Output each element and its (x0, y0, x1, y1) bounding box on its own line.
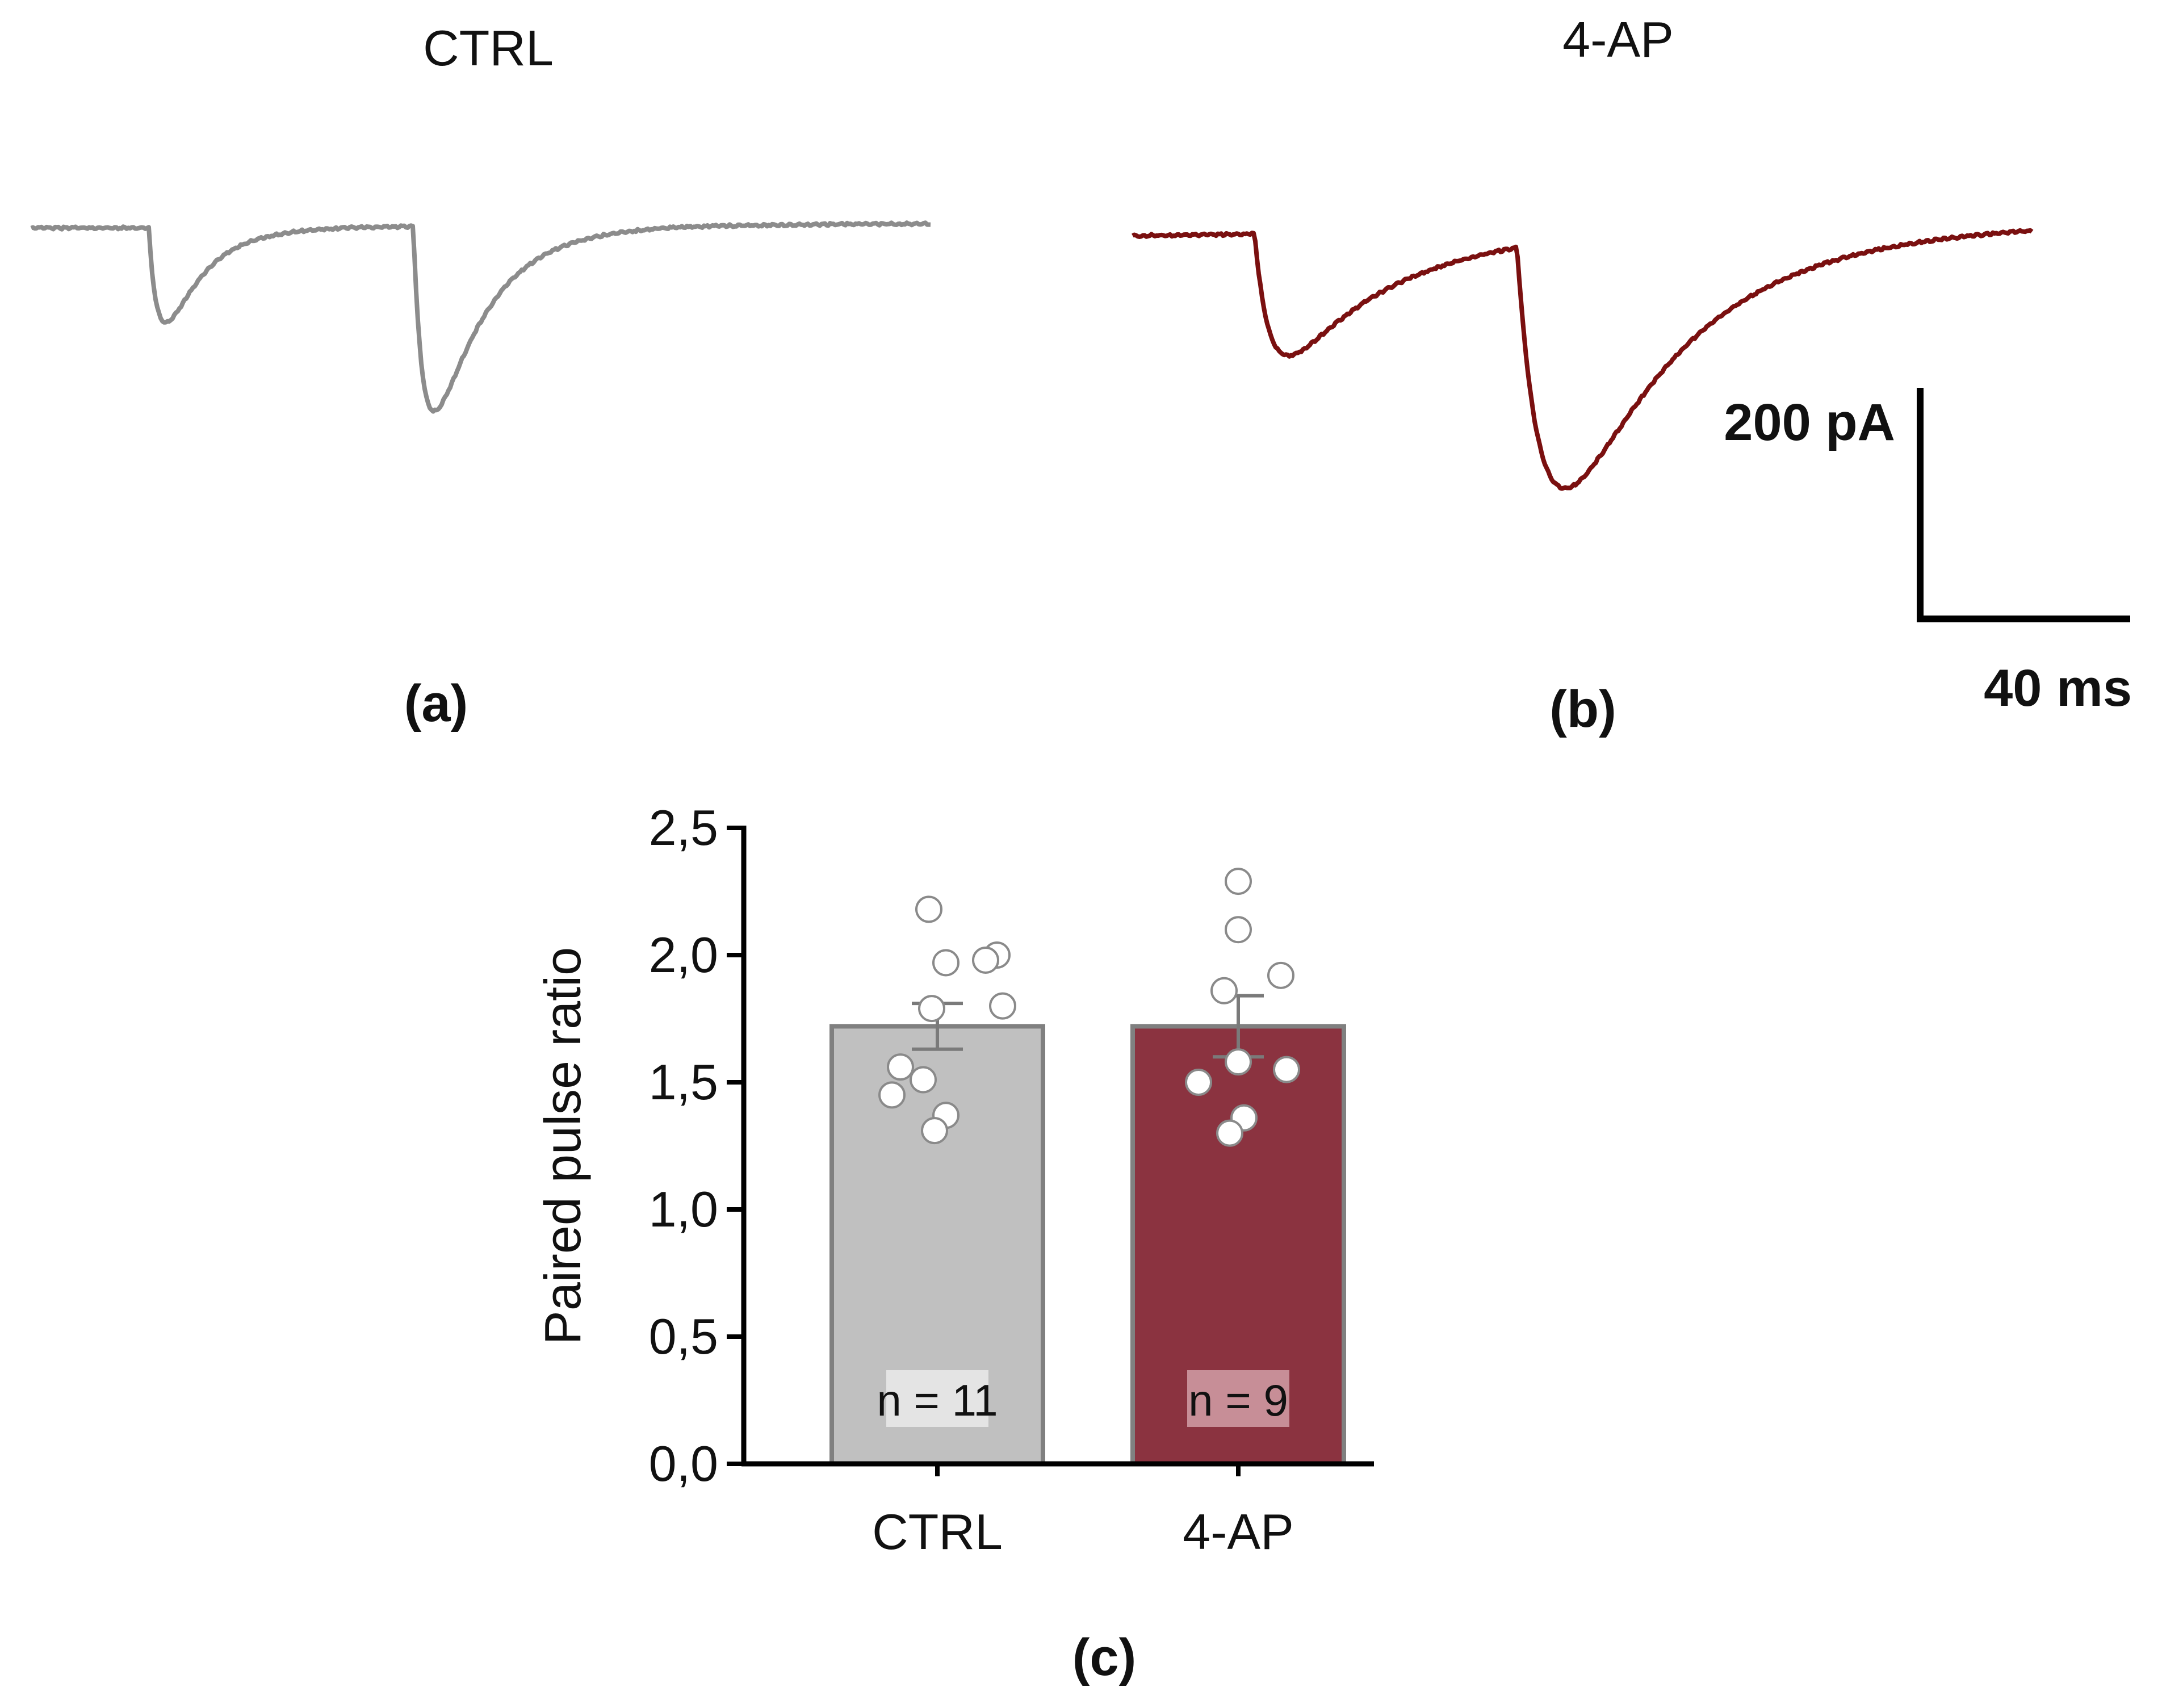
y-tick-label: 0,0 (649, 1435, 718, 1492)
data-point (918, 995, 945, 1023)
ctrl-trace (30, 220, 931, 414)
scale-bar-x-label: 40 ms (1984, 659, 2132, 717)
x-tick-label: 4-AP (1183, 1504, 1294, 1560)
scale-bar (1917, 388, 2130, 622)
panel-b-title: 4-AP (1562, 11, 1674, 68)
bar-chart: n = 11 CTRL n = 9 4-AP 0,0 0,5 1,0 1,5 2,0 2,5 Pai… (535, 799, 1374, 1560)
scale-bar-y-label: 200 pA (1724, 393, 1895, 451)
data-point (921, 1117, 948, 1145)
data-point (1185, 1069, 1212, 1096)
panel-b-letter: (b) (1549, 680, 1616, 738)
n-label: n = 9 (1188, 1375, 1288, 1425)
n-label-box (886, 1370, 988, 1427)
data-point (1267, 961, 1294, 989)
panel-a-letter: (a) (404, 675, 468, 732)
x-tick-label: CTRL (872, 1504, 1003, 1560)
y-tick-label: 1,5 (649, 1054, 718, 1110)
y-tick-label: 0,5 (649, 1308, 718, 1364)
panel-c-letter: (c) (1072, 1629, 1136, 1686)
y-tick-label: 1,0 (649, 1181, 718, 1237)
data-point (989, 992, 1016, 1020)
panel-a-title: CTRL (423, 20, 554, 76)
data-point (1225, 916, 1252, 944)
data-point (1216, 1119, 1243, 1147)
data-point (878, 1081, 906, 1109)
data-point (1225, 1048, 1252, 1076)
n-label: n = 11 (877, 1375, 998, 1425)
data-point (972, 946, 999, 974)
data-point (1273, 1056, 1300, 1083)
data-point (910, 1066, 937, 1094)
n-label-box (1187, 1370, 1289, 1427)
y-axis-label: Paired pulse ratio (535, 947, 592, 1345)
4ap-trace (1132, 228, 2034, 491)
data-point (915, 895, 942, 923)
data-point (1225, 868, 1252, 895)
y-tick-label: 2,5 (649, 799, 718, 856)
data-point (1210, 977, 1238, 1004)
data-point (932, 949, 960, 977)
data-point (887, 1053, 914, 1081)
y-tick-label: 2,0 (649, 927, 718, 983)
